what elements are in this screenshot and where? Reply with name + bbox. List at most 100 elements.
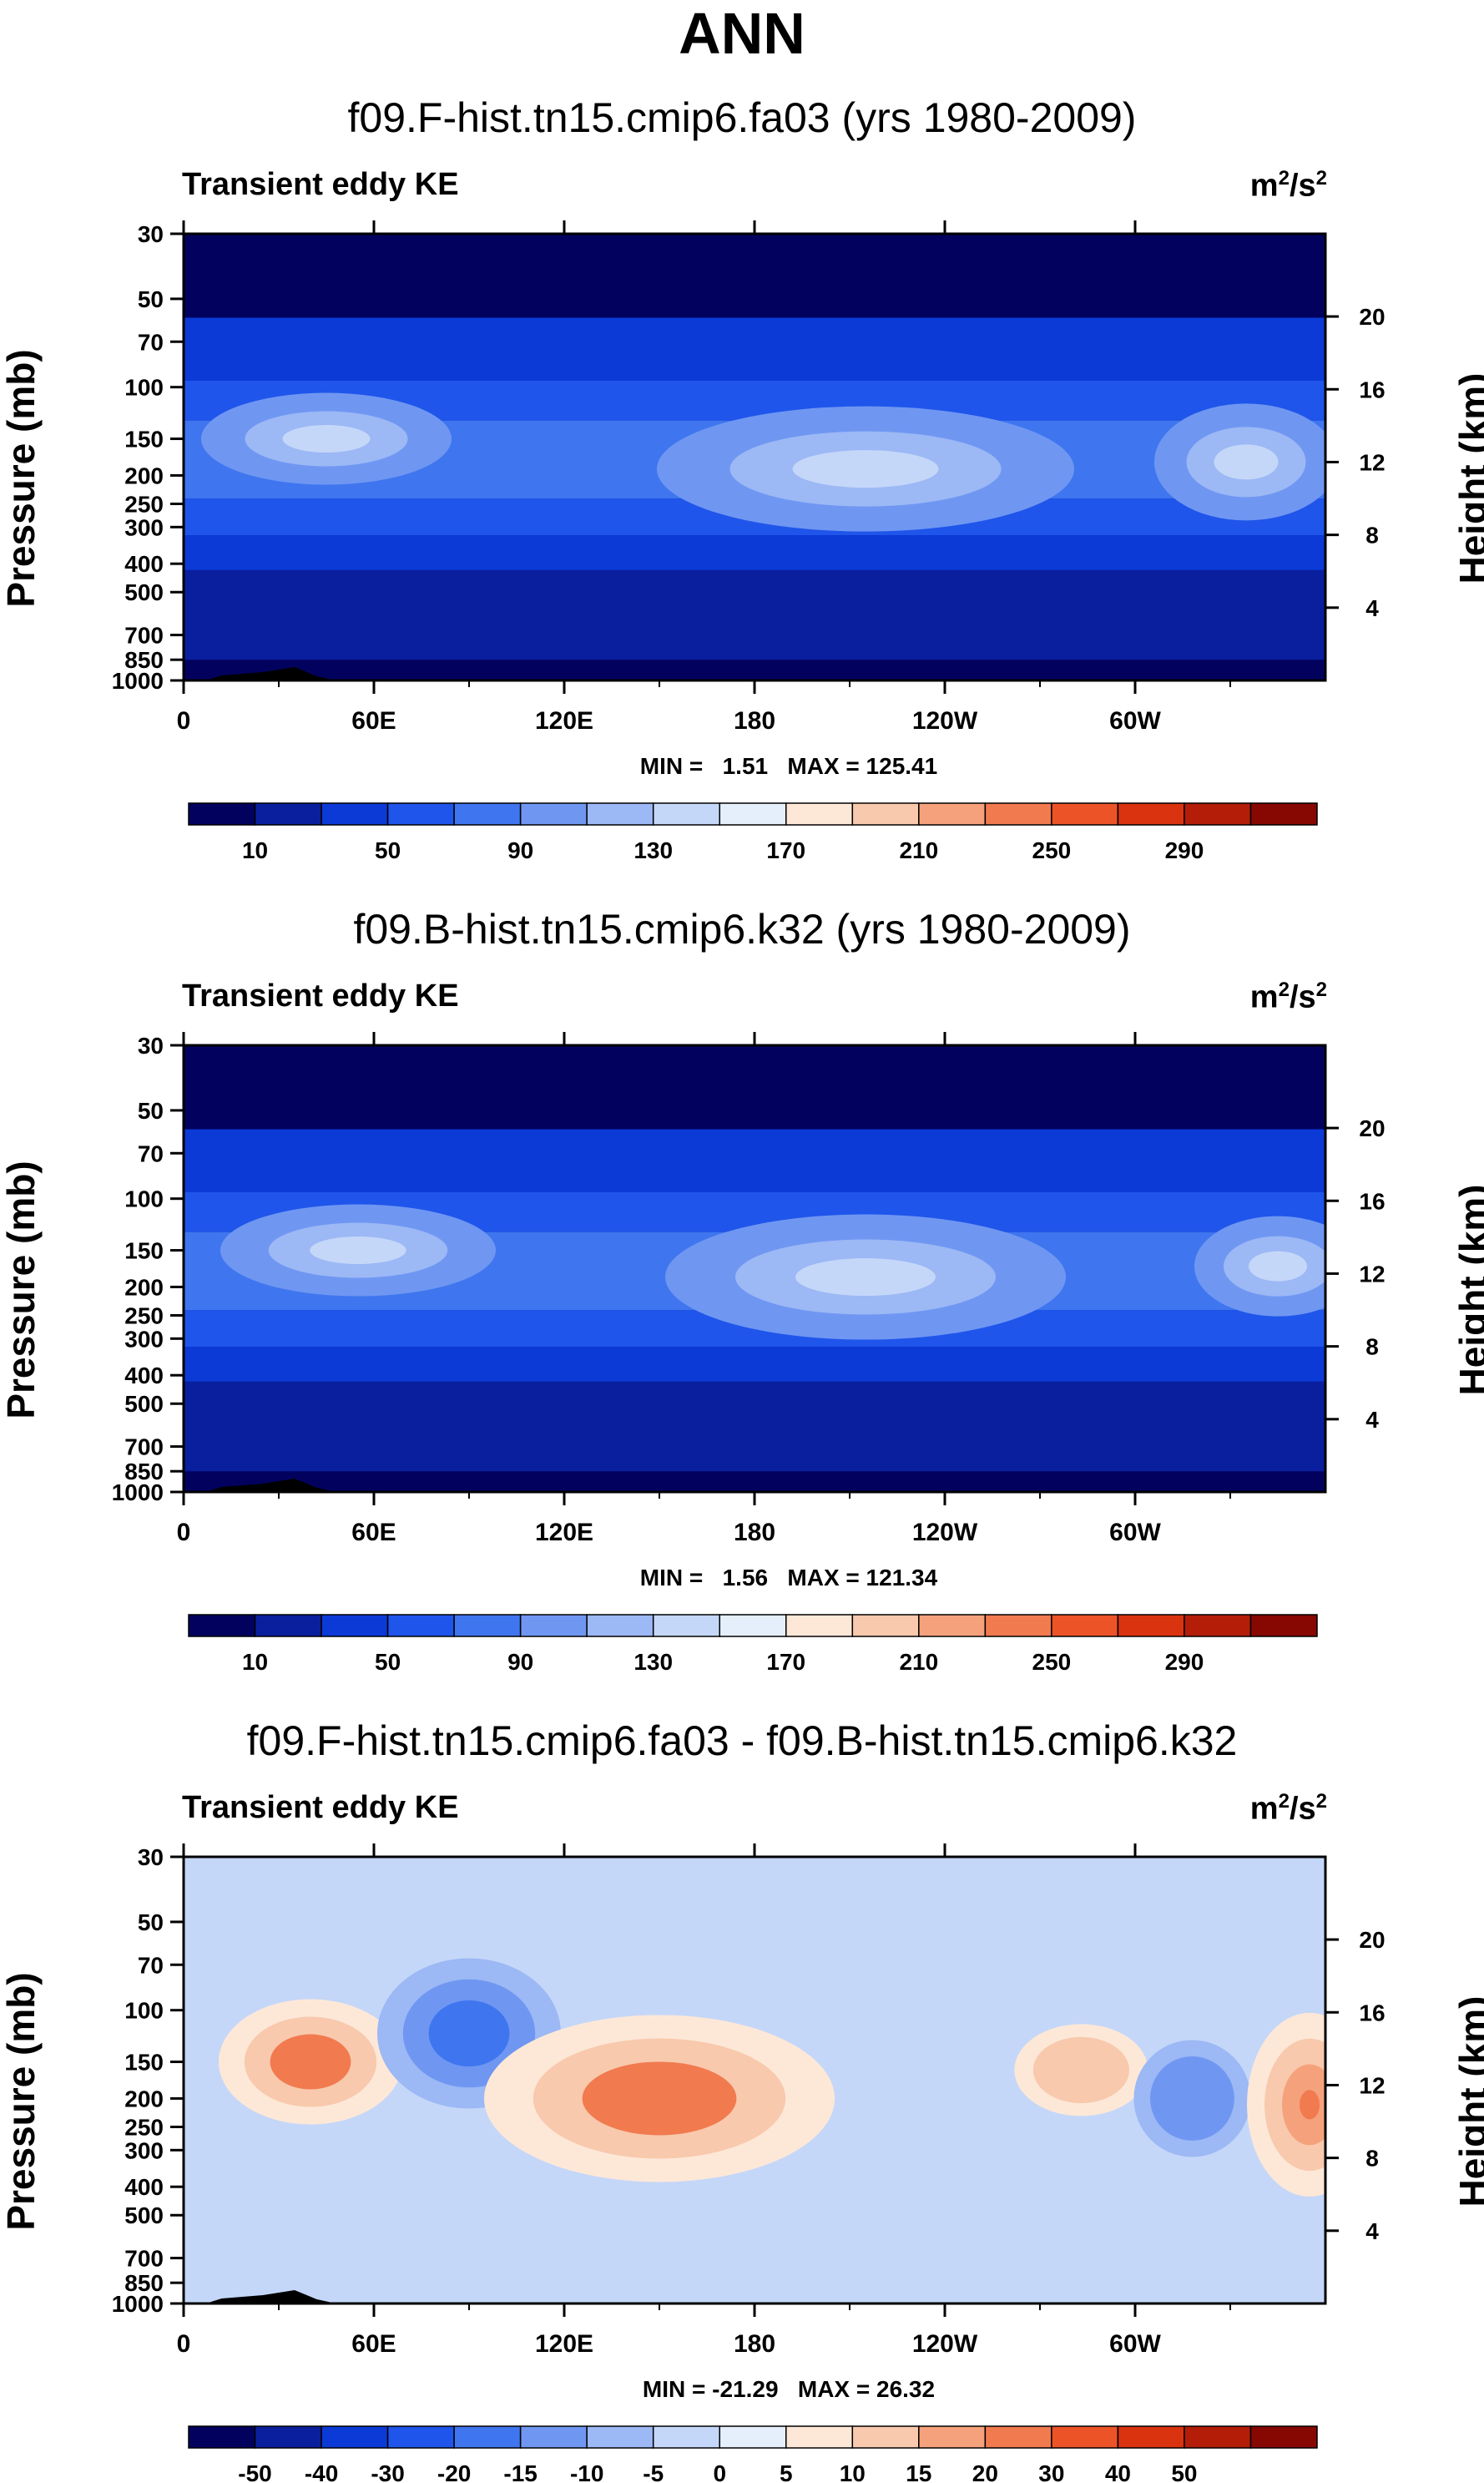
x-tick-label: 60W [1109, 707, 1161, 735]
y2-tick-label: 20 [1359, 1115, 1385, 1141]
colorbar-label: -30 [371, 2460, 404, 2483]
y-tick-label: 70 [138, 329, 164, 355]
colorbar-swatch [254, 2425, 322, 2449]
x-tick-label: 60W [1109, 1519, 1161, 1546]
colorbar-label: 50 [1171, 2460, 1197, 2483]
x-tick-label: 60E [351, 2330, 396, 2358]
y2-tick-label: 12 [1359, 449, 1385, 475]
colorbar-swatch [1184, 2425, 1252, 2449]
colorbar-label: 15 [906, 2460, 931, 2483]
y-tick-label: 300 [124, 2137, 164, 2163]
y-tick-label: 300 [124, 514, 164, 540]
x-tick-label: 120W [912, 707, 978, 735]
colorbar: 10 50 90 130 170 210 250 290 [188, 1614, 1318, 1675]
jet-core-1 [795, 1258, 936, 1297]
y-tick-label: 100 [124, 1998, 164, 2024]
x-tick-label: 0 [177, 1519, 191, 1546]
colorbar-swatch [918, 2425, 987, 2449]
colorbar-label: -5 [643, 2460, 664, 2483]
y-tick-label: 200 [124, 2086, 164, 2111]
colorbar-label: 20 [972, 2460, 998, 2483]
jet-core-2 [1249, 1251, 1307, 1282]
x-tick-label: 0 [177, 2330, 191, 2358]
colorbar-swatch [1249, 802, 1318, 826]
y-tick-label: 700 [124, 623, 164, 649]
colorbar-swatch [188, 2425, 256, 2449]
colorbar-label: 0 [713, 2460, 726, 2483]
x-tick-label: 120W [912, 2330, 978, 2358]
colorbar-swatch [1249, 2425, 1318, 2449]
colorbar-swatch [188, 1614, 256, 1637]
y2-tick-label: 8 [1365, 1334, 1379, 1360]
colorbar-swatch [1117, 1614, 1185, 1637]
x-tick-label: 180 [734, 2330, 775, 2358]
colorbar-swatch [652, 802, 720, 826]
colorbar-label: 130 [633, 1649, 673, 1675]
y-tick-label: 100 [124, 1186, 164, 1212]
y2-tick-label: 16 [1359, 377, 1385, 402]
y-tick-label: 50 [138, 286, 164, 312]
colorbar-swatch [984, 1614, 1052, 1637]
colorbar-label: -20 [437, 2460, 471, 2483]
colorbar-swatch [386, 2425, 455, 2449]
min-max-label: MIN = 1.51 MAX = 125.41 [639, 753, 938, 779]
colorbar-swatch [984, 802, 1052, 826]
colorbar-swatch [254, 802, 322, 826]
y2-tick-label: 12 [1359, 1261, 1385, 1287]
colorbar-label: 50 [375, 1649, 401, 1675]
colorbar-swatch [918, 1614, 987, 1637]
y-tick-label: 400 [124, 551, 164, 577]
anomaly-4-level-1 [1150, 2056, 1234, 2141]
colorbar-swatch [321, 1614, 389, 1637]
colorbar-swatch [719, 2425, 787, 2449]
y-tick-label: 70 [138, 1140, 164, 1166]
x-tick-label: 60W [1109, 2330, 1161, 2358]
y2-tick-label: 12 [1359, 2072, 1385, 2098]
y-tick-label: 850 [124, 647, 164, 673]
y-tick-label: 150 [124, 2050, 164, 2076]
y-tick-label: 50 [138, 1909, 164, 1935]
heatmap-field [184, 234, 1325, 680]
heatmap-field [184, 1857, 1325, 2303]
x-tick-label: 120E [535, 707, 593, 735]
colorbar-label: -40 [305, 2460, 338, 2483]
x-tick-label: 120W [912, 1519, 978, 1546]
y-tick-label: 50 [138, 1098, 164, 1124]
colorbar-swatch [453, 2425, 522, 2449]
anomaly-3-level-1 [1032, 2036, 1129, 2104]
panel-units: m2/s2 [1249, 979, 1327, 1015]
colorbar-label: 50 [375, 837, 401, 863]
anomaly-1-level-2 [428, 2000, 510, 2067]
colorbar-swatch [453, 802, 522, 826]
colorbar-swatch [851, 1614, 920, 1637]
colorbar-label: 290 [1165, 1649, 1204, 1675]
stratosphere-band [184, 1045, 1325, 1130]
colorbar-swatch [785, 2425, 854, 2449]
x-tick-label: 0 [177, 707, 191, 735]
ke-band-20 [184, 317, 1325, 381]
surface-band [184, 1471, 1325, 1492]
y-tick-label: 400 [124, 1363, 164, 1388]
y-tick-label: 150 [124, 1238, 164, 1264]
y2-tick-label: 8 [1365, 2146, 1379, 2172]
ke-band-20-lower [184, 1347, 1325, 1382]
colorbar-swatch [719, 802, 787, 826]
colorbar-swatch [851, 2425, 920, 2449]
y2-tick-label: 16 [1359, 2000, 1385, 2025]
colorbar-swatch [254, 1614, 322, 1637]
y-tick-label: 1000 [112, 2291, 164, 2317]
topography [205, 667, 336, 680]
y-tick-label: 500 [124, 2202, 164, 2228]
colorbar-swatch [1184, 802, 1252, 826]
panel-title: f09.F-hist.tn15.cmip6.fa03 - f09.B-hist.… [246, 1717, 1238, 1764]
colorbar-label: 210 [899, 1649, 938, 1675]
colorbar-label: -50 [238, 2460, 271, 2483]
y-tick-label: 500 [124, 1391, 164, 1417]
stratosphere-band [184, 234, 1325, 318]
y-tick-label: 100 [124, 375, 164, 401]
ke-band-20-lower [184, 535, 1325, 570]
